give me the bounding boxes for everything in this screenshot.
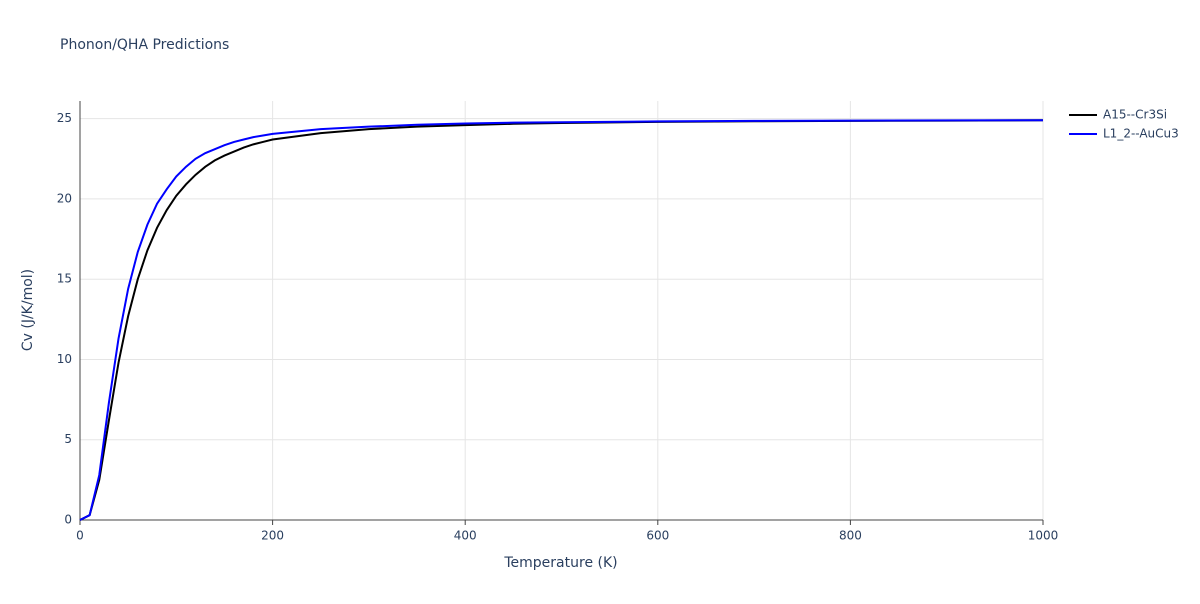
y-tick-label: 25 <box>57 111 72 125</box>
x-axis-title: Temperature (K) <box>503 555 617 571</box>
legend-label: L1_2--AuCu3 <box>1103 127 1179 141</box>
legend-label: A15--Cr3Si <box>1103 108 1167 122</box>
y-tick-label: 10 <box>57 352 72 366</box>
x-tick-label: 400 <box>454 529 477 543</box>
x-tick-label: 600 <box>646 529 669 543</box>
chart-title: Phonon/QHA Predictions <box>60 37 229 53</box>
y-tick-label: 5 <box>64 432 72 446</box>
x-tick-label: 0 <box>76 529 84 543</box>
x-tick-label: 200 <box>261 529 284 543</box>
x-tick-label: 800 <box>839 529 862 543</box>
x-tick-label: 1000 <box>1028 529 1059 543</box>
y-tick-label: 20 <box>57 191 72 205</box>
line <box>79 119 1044 521</box>
y-tick-label: 0 <box>64 513 72 527</box>
y-axis-title: Cv (J/K/mol) <box>20 269 36 351</box>
y-tick-label: 15 <box>57 272 72 286</box>
line <box>79 119 1044 521</box>
